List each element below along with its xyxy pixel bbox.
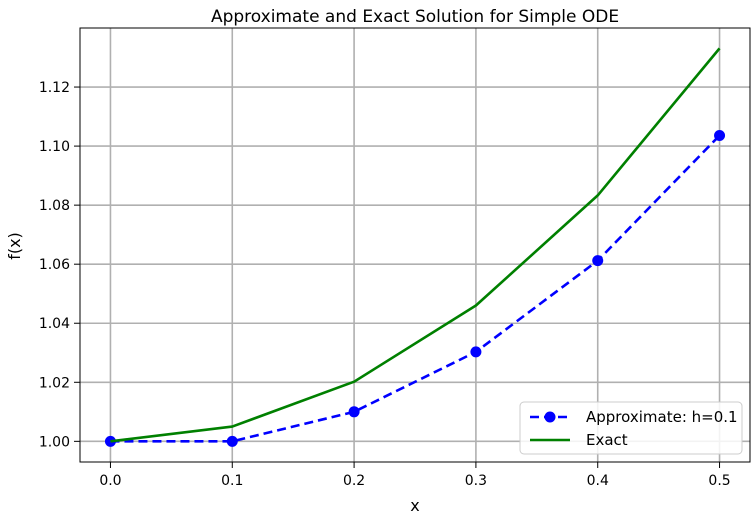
legend-box [519, 401, 743, 455]
y-tick-label: 1.04 [39, 316, 70, 332]
x-tick-label: 0.1 [221, 473, 243, 489]
series-group [104, 47, 726, 447]
legend-label: Approximate: h=0.1 [586, 408, 738, 426]
y-tick-label: 1.00 [39, 434, 70, 450]
series-0-point [714, 129, 726, 141]
chart-title: Approximate and Exact Solution for Simpl… [211, 7, 619, 27]
y-tick-label: 1.12 [39, 80, 70, 96]
y-tick-label: 1.06 [39, 257, 70, 273]
legend-marker [544, 411, 556, 423]
x-tick-label: 0.3 [465, 473, 487, 489]
x-axis-label: x [410, 496, 419, 515]
x-tick-label: 0.2 [343, 473, 365, 489]
legend-label: Exact [586, 431, 628, 449]
series-0-point [226, 435, 238, 447]
y-axis: 1.00 1.02 1.04 1.06 1.08 1.10 1.12 [39, 80, 80, 450]
y-tick-label: 1.08 [39, 198, 70, 214]
plot-area [79, 27, 751, 463]
x-axis: 0.0 0.1 0.2 0.3 0.4 0.5 [99, 462, 731, 489]
x-tick-label: 0.4 [587, 473, 609, 489]
y-axis-label: f(x) [5, 232, 24, 260]
y-tick-label: 1.10 [39, 139, 70, 155]
legend: Approximate: h=0.1 Exact [519, 401, 743, 455]
y-tick-label: 1.02 [39, 375, 70, 391]
series-line-0 [110, 134, 721, 443]
grid [80, 28, 750, 462]
series-line-1 [110, 47, 721, 443]
series-0-point [348, 406, 360, 418]
series-0-point [470, 346, 482, 358]
series-0-point [592, 255, 604, 267]
x-tick-label: 0.0 [99, 473, 121, 489]
x-tick-label: 0.5 [708, 473, 730, 489]
